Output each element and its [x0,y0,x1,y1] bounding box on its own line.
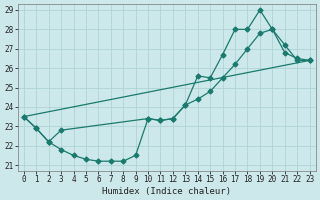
X-axis label: Humidex (Indice chaleur): Humidex (Indice chaleur) [102,187,231,196]
